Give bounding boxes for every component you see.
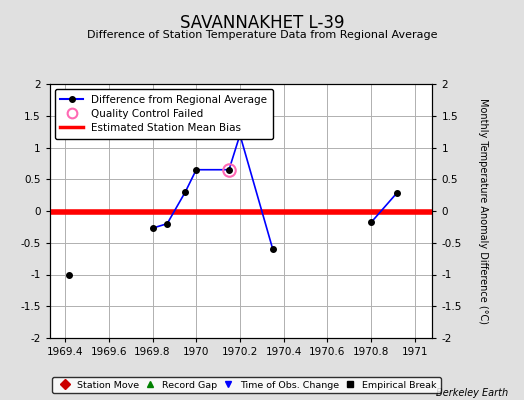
Text: Difference of Station Temperature Data from Regional Average: Difference of Station Temperature Data f… — [87, 30, 437, 40]
Legend: Difference from Regional Average, Quality Control Failed, Estimated Station Mean: Difference from Regional Average, Qualit… — [55, 89, 272, 139]
Text: Berkeley Earth: Berkeley Earth — [436, 388, 508, 398]
Y-axis label: Monthly Temperature Anomaly Difference (°C): Monthly Temperature Anomaly Difference (… — [478, 98, 488, 324]
Legend: Station Move, Record Gap, Time of Obs. Change, Empirical Break: Station Move, Record Gap, Time of Obs. C… — [52, 377, 441, 393]
Text: SAVANNAKHET L-39: SAVANNAKHET L-39 — [180, 14, 344, 32]
